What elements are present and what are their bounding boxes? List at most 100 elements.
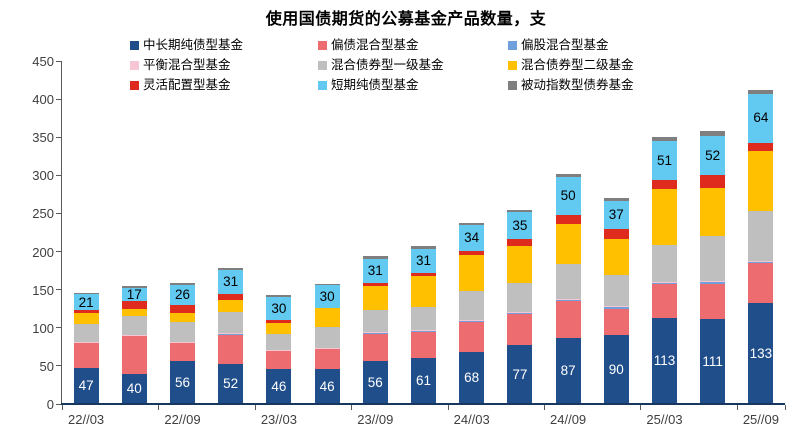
bar-segment-4 bbox=[121, 334, 147, 336]
x-axis-label: 23//09 bbox=[357, 412, 394, 427]
bar-segment-8: 52 bbox=[700, 135, 726, 176]
x-axis-label: 22//03 bbox=[68, 412, 105, 427]
stacked-bar: 90 37 bbox=[603, 198, 629, 404]
bar-segment-5 bbox=[507, 282, 533, 312]
bar-segment-5 bbox=[603, 275, 629, 307]
x-axis-label: 22//09 bbox=[164, 412, 201, 427]
bar-segment-7 bbox=[362, 282, 388, 286]
bar-segment-4 bbox=[507, 311, 533, 313]
y-axis-label: 50 bbox=[39, 358, 54, 374]
legend-label: 偏股混合型基金 bbox=[521, 38, 609, 52]
bar-segment-9 bbox=[603, 198, 629, 201]
bar-value-label: 68 bbox=[464, 370, 480, 386]
bar-segment-6 bbox=[603, 239, 629, 276]
bar-value-label: 52 bbox=[705, 147, 721, 163]
bar-segment-5 bbox=[266, 333, 292, 350]
y-axis-tick bbox=[56, 403, 61, 405]
stacked-bar: 56 26 bbox=[170, 282, 195, 404]
stacked-bar: 56 31 bbox=[362, 256, 388, 404]
y-axis-tick bbox=[56, 98, 61, 100]
y-axis-tick bbox=[56, 289, 61, 291]
legend-item: 混合债券型二级基金 bbox=[508, 58, 634, 72]
bar-segment-4 bbox=[555, 298, 581, 300]
bar-value-label: 37 bbox=[608, 206, 624, 222]
bar-segment-8: 21 bbox=[73, 294, 99, 311]
bar-value-label: 40 bbox=[126, 381, 142, 396]
bar-segment-8: 26 bbox=[170, 285, 195, 305]
bar-segment-8: 64 bbox=[748, 93, 774, 143]
legend-label: 中长期纯债型基金 bbox=[143, 38, 244, 52]
legend-swatch-icon bbox=[130, 40, 139, 50]
bar-segment-3 bbox=[652, 282, 677, 285]
bar-segment-3 bbox=[555, 299, 581, 301]
bar-segment-4 bbox=[652, 282, 677, 283]
y-axis-label: 300 bbox=[32, 168, 54, 184]
x-axis-tick bbox=[640, 405, 642, 410]
bar-segment-4 bbox=[218, 333, 244, 334]
y-axis-label: 250 bbox=[32, 206, 54, 222]
bar-value-label: 56 bbox=[367, 374, 383, 390]
stacked-bar: 77 35 bbox=[507, 209, 533, 404]
bar-segment-8: 51 bbox=[652, 141, 677, 180]
bar-value-label: 31 bbox=[223, 273, 239, 289]
legend-swatch-icon bbox=[318, 80, 327, 90]
bar-value-label: 61 bbox=[415, 373, 432, 388]
legend-item: 短期纯债型基金 bbox=[318, 78, 419, 92]
legend-item: 中长期纯债型基金 bbox=[130, 38, 243, 52]
bar-segment-2 bbox=[748, 263, 774, 303]
bar-segment-8: 31 bbox=[218, 269, 244, 294]
bar-segment-6 bbox=[652, 189, 677, 245]
bar-segment-7 bbox=[73, 310, 99, 314]
legend-swatch-icon bbox=[318, 60, 327, 70]
legend-label: 混合债券型一级基金 bbox=[331, 58, 444, 72]
bar-value-label: 30 bbox=[319, 288, 335, 304]
bar-segment-3 bbox=[459, 320, 485, 322]
stacked-bar: 87 50 bbox=[555, 173, 581, 404]
bar-segment-3 bbox=[748, 261, 774, 263]
bar-value-label: 46 bbox=[319, 378, 335, 394]
bar-value-label: 46 bbox=[271, 378, 287, 394]
bar-segment-4 bbox=[170, 341, 195, 343]
legend-swatch-icon bbox=[508, 40, 517, 50]
bar-segment-6 bbox=[218, 300, 244, 312]
stacked-bar: 113 51 bbox=[652, 137, 677, 404]
x-axis-label: 25//03 bbox=[646, 412, 683, 427]
bar-segment-7 bbox=[121, 301, 147, 309]
y-axis-tick bbox=[56, 327, 61, 329]
bar-segment-4 bbox=[748, 260, 774, 262]
bar-value-label: 90 bbox=[608, 361, 624, 377]
stacked-bar: 111 52 bbox=[700, 131, 726, 404]
legend-label: 短期纯债型基金 bbox=[331, 78, 419, 92]
legend-swatch-icon bbox=[318, 40, 327, 50]
y-axis-label: 200 bbox=[32, 244, 54, 260]
bar-segment-5 bbox=[362, 310, 388, 333]
bar-segment-3 bbox=[218, 333, 244, 335]
bar-segment-6 bbox=[73, 313, 99, 325]
bar-value-label: 47 bbox=[78, 378, 94, 394]
legend-swatch-icon bbox=[508, 80, 517, 90]
bar-segment-6 bbox=[362, 285, 388, 311]
bar-value-label: 52 bbox=[223, 376, 239, 392]
bar-segment-8: 30 bbox=[266, 297, 292, 321]
stacked-bar: 40 17 bbox=[121, 285, 147, 404]
bar-segment-7 bbox=[507, 238, 533, 246]
bar-segment-6 bbox=[314, 308, 340, 328]
y-axis-line bbox=[61, 61, 62, 405]
bar-segment-9 bbox=[411, 246, 436, 250]
legend-label: 偏债混合型基金 bbox=[331, 38, 419, 52]
bar-segment-5 bbox=[459, 291, 485, 321]
bar-segment-4 bbox=[266, 349, 292, 351]
bar-segment-9 bbox=[170, 282, 195, 286]
bar-segment-2 bbox=[700, 283, 726, 320]
bar-value-label: 64 bbox=[753, 110, 769, 126]
stacked-bar: 46 30 bbox=[266, 295, 292, 404]
x-axis-label: 24//03 bbox=[453, 412, 490, 427]
bar-value-label: 133 bbox=[749, 345, 773, 361]
bar-value-label: 31 bbox=[415, 253, 432, 269]
bar-segment-6 bbox=[748, 151, 774, 212]
bar-value-label: 51 bbox=[656, 152, 673, 168]
bar-segment-1: 111 bbox=[700, 319, 726, 404]
bar-segment-8: 17 bbox=[121, 288, 147, 301]
bar-value-label: 26 bbox=[174, 287, 191, 303]
bar-segment-4 bbox=[73, 341, 99, 343]
